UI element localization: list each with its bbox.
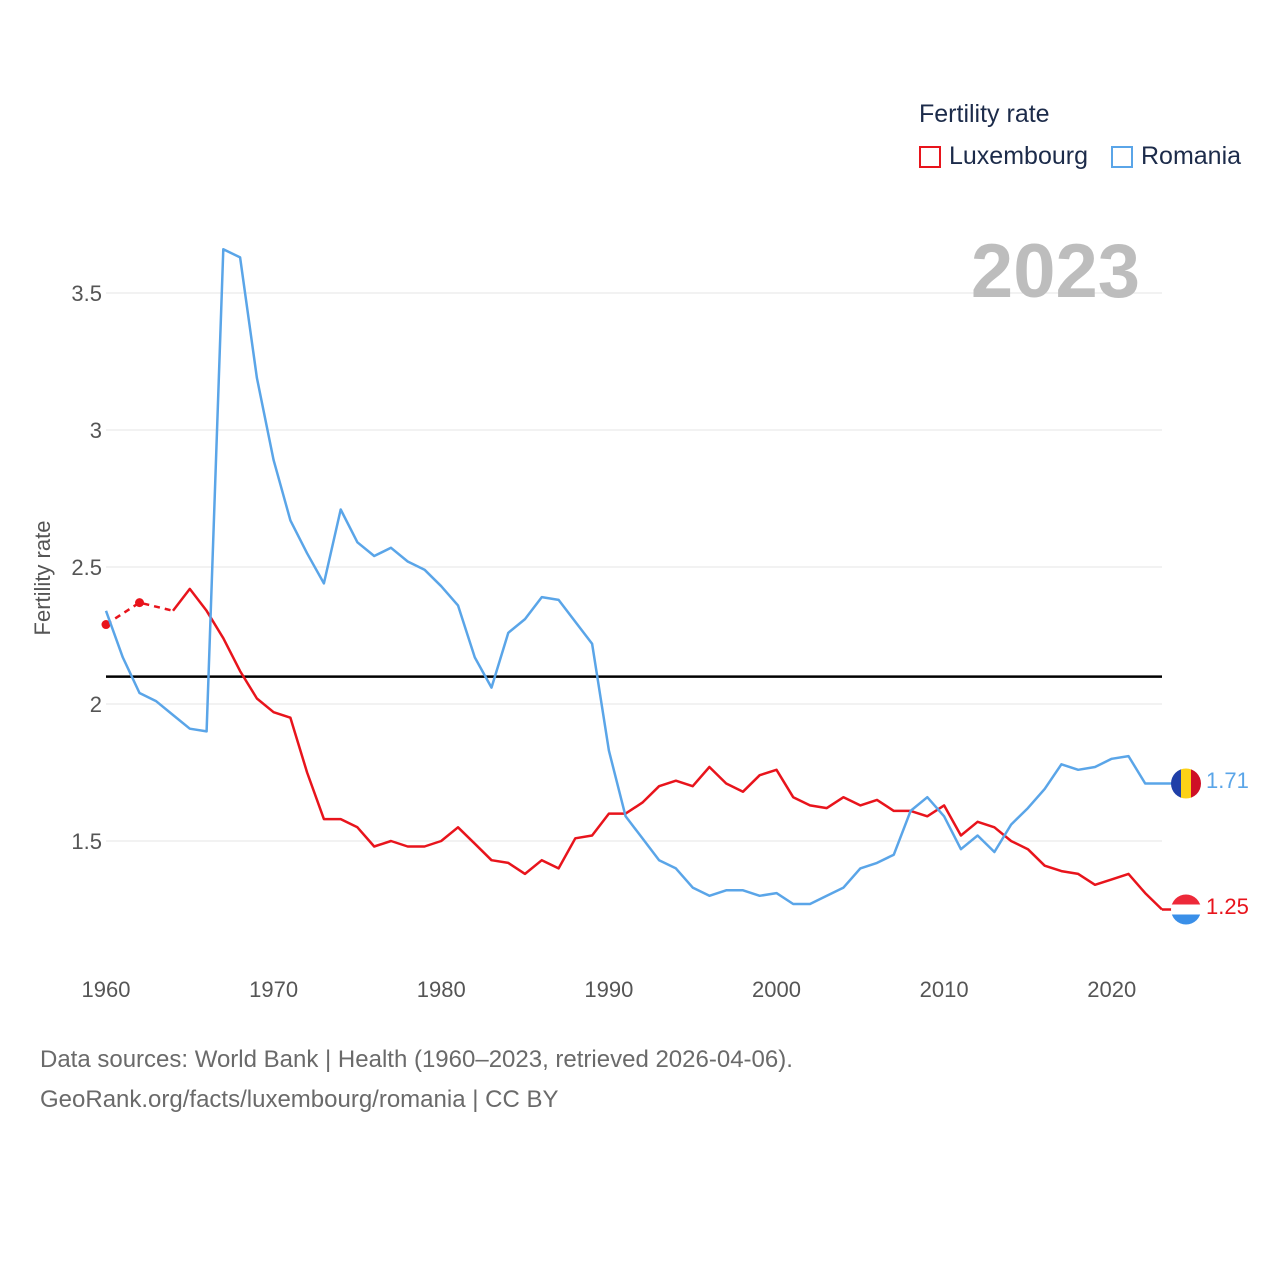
- x-tick-label: 1970: [249, 977, 298, 1002]
- x-tick-label: 2010: [920, 977, 969, 1002]
- y-axis-label: Fertility rate: [30, 521, 55, 636]
- footer-attribution[interactable]: GeoRank.org/facts/luxembourg/romania | C…: [40, 1086, 559, 1113]
- legend-label-luxembourg: Luxembourg: [949, 142, 1088, 170]
- flag-icon-romania: [1171, 768, 1201, 799]
- data-point-luxembourg: [135, 598, 145, 608]
- series-line-romania: [104, 247, 1162, 906]
- series-line-luxembourg: [172, 587, 1163, 911]
- year-label: 2023: [970, 229, 1140, 314]
- legend-swatch-romania: [1111, 145, 1133, 168]
- legend-item-romania[interactable]: Romania: [1111, 142, 1241, 171]
- x-tick-label: 2020: [1087, 977, 1136, 1002]
- footer-sources: Data sources: World Bank | Health (1960–…: [40, 1046, 793, 1073]
- end-value-luxembourg: 1.25: [1206, 894, 1249, 919]
- flag-icon-luxembourg: [1171, 894, 1201, 925]
- data-point-luxembourg: [101, 620, 111, 630]
- x-tick-label: 2000: [752, 977, 801, 1002]
- legend-swatch-luxembourg: [919, 145, 941, 168]
- series-line-luxembourg-dashed: [105, 601, 174, 626]
- y-tick-label: 3.5: [71, 281, 102, 306]
- legend-title: Fertility rate: [919, 100, 1050, 128]
- x-tick-label: 1990: [584, 977, 633, 1002]
- x-tick-label: 1960: [82, 977, 131, 1002]
- legend-label-romania: Romania: [1141, 142, 1242, 170]
- y-tick-label: 2: [90, 692, 102, 717]
- end-value-romania: 1.71: [1206, 768, 1249, 793]
- y-tick-label: 2.5: [71, 555, 102, 580]
- y-tick-label: 1.5: [71, 829, 102, 854]
- x-tick-label: 1980: [417, 977, 466, 1002]
- y-tick-label: 3: [90, 418, 102, 443]
- legend-item-luxembourg[interactable]: Luxembourg: [919, 142, 1088, 171]
